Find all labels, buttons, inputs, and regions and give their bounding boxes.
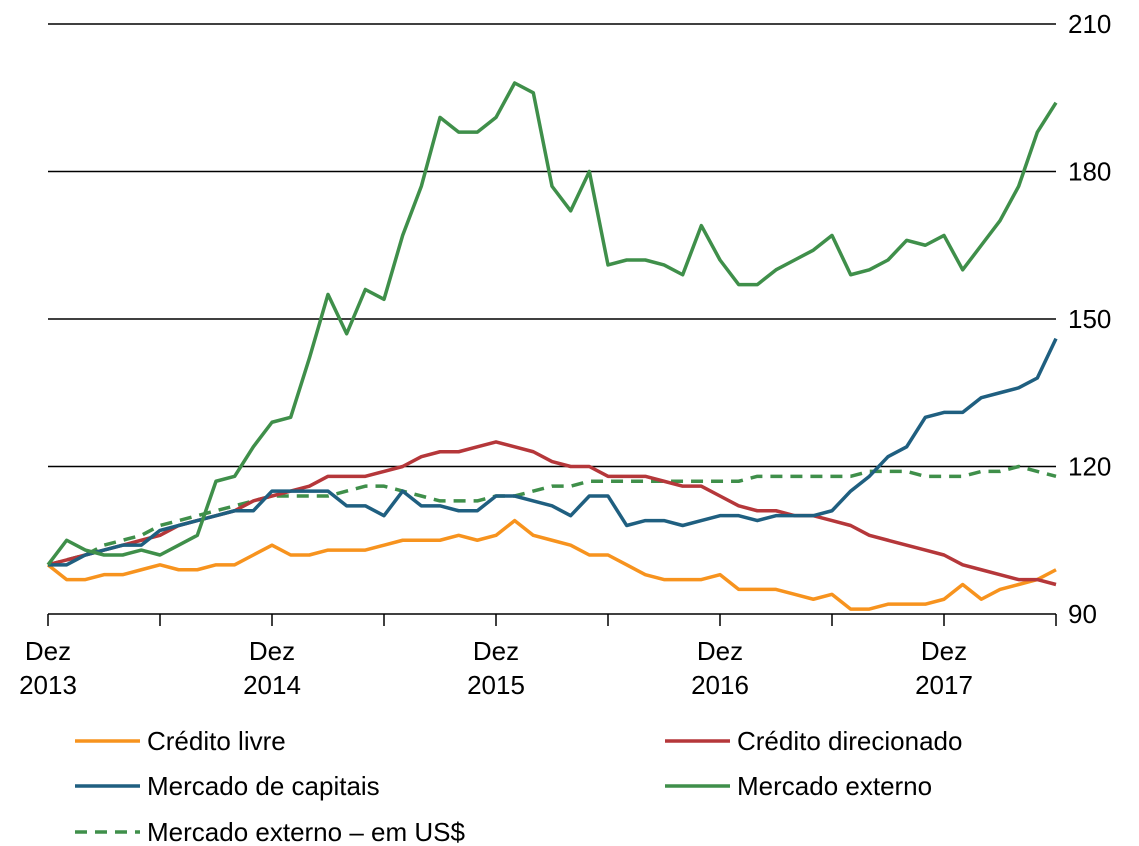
legend-label: Mercado externo – em US$ <box>147 817 465 846</box>
x-tick-label: Dez 2015 <box>467 636 525 700</box>
y-tick-label: 180 <box>1068 157 1111 187</box>
legend-label: Mercado externo <box>737 771 932 801</box>
x-tick-label: Dez 2016 <box>691 636 749 700</box>
legend-label: Crédito livre <box>147 726 286 756</box>
x-tick-label: Dez 2017 <box>915 636 973 700</box>
legend-label: Mercado de capitais <box>147 771 380 801</box>
series-line <box>46 81 1058 566</box>
x-tick-label: Dez 2013 <box>19 636 77 700</box>
series-line <box>47 464 1057 567</box>
series-line <box>46 518 1057 611</box>
series-line <box>48 337 1058 567</box>
y-tick-label: 210 <box>1068 9 1111 39</box>
y-tick-label: 90 <box>1068 599 1097 629</box>
y-tick-label: 150 <box>1068 304 1111 334</box>
x-tick-label: Dez 2014 <box>243 636 301 700</box>
series-line <box>47 440 1057 587</box>
legend-label: Crédito direcionado <box>737 726 962 756</box>
y-tick-label: 120 <box>1068 452 1111 482</box>
